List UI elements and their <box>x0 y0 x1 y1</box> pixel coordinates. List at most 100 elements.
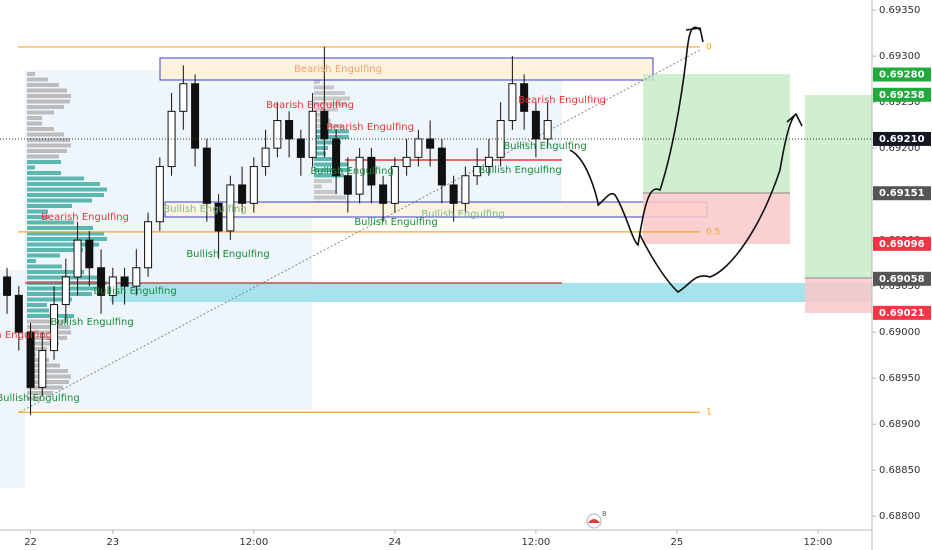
candle-body <box>155 166 164 223</box>
profile-bar <box>27 231 104 236</box>
candle-body <box>38 350 47 388</box>
profile-bar <box>314 195 346 200</box>
profile-bar <box>314 168 350 172</box>
trend-line <box>19 49 701 413</box>
profile-bar <box>27 396 41 401</box>
axes: 0.693500.693000.692500.692000.691500.691… <box>24 5 931 548</box>
pattern-label: Bullish Engulfing <box>354 217 437 228</box>
candle-body <box>308 110 317 158</box>
profile-bar <box>27 215 49 219</box>
profile-bar <box>27 292 92 296</box>
profile-bar <box>314 140 341 145</box>
profile-bar <box>27 138 70 142</box>
price-tag <box>873 67 931 82</box>
fib-label: 0.5 <box>706 227 720 237</box>
candle-body <box>26 331 35 388</box>
profile-bar <box>314 80 320 84</box>
profile-bar <box>27 110 54 115</box>
candle-body <box>543 120 552 140</box>
candle-body <box>226 184 235 232</box>
candle-body <box>132 267 141 287</box>
profile-bar <box>314 102 347 106</box>
profile-bar <box>27 209 48 214</box>
position-target <box>643 74 790 193</box>
profile-bar <box>27 182 100 186</box>
pattern-label: Bullish Engulfing <box>50 317 133 328</box>
fib-label: 1 <box>706 408 712 418</box>
profile-bar <box>314 157 340 161</box>
profile-bar <box>27 248 83 252</box>
profile-bar <box>27 72 35 76</box>
profile-bar <box>314 173 344 178</box>
candle-body <box>402 156 411 168</box>
profile-bar <box>27 259 36 263</box>
candle-body <box>261 147 270 168</box>
profile-bar <box>314 107 338 112</box>
price-tag-label: 0.69021 <box>879 308 925 319</box>
candle-body <box>484 156 493 168</box>
price-tag-label: 0.69151 <box>879 188 925 199</box>
drawing <box>639 112 803 293</box>
candle-body <box>73 239 82 278</box>
y-tick-label: 0.68950 <box>879 373 920 384</box>
candle-body <box>179 83 188 112</box>
profile-bar <box>27 176 84 181</box>
candle-body <box>355 156 364 195</box>
candle-body <box>285 120 294 140</box>
profile-bar <box>314 113 324 117</box>
profile-bar <box>314 151 326 156</box>
drawing <box>569 26 704 247</box>
pattern-label: Bullish Engulfing <box>163 204 246 215</box>
price-tag <box>873 186 931 201</box>
candle-body <box>414 138 423 158</box>
profile-bar <box>27 270 84 274</box>
pattern-label: Bullish Engulfing <box>186 249 269 260</box>
candle-body <box>120 276 129 287</box>
price-tag-label: 0.69258 <box>879 90 925 101</box>
profile-bar <box>27 154 59 159</box>
annotations: Bearish Engulfing Bearish Engulfing Bearis… <box>0 64 606 404</box>
pattern-label: Bullish Engulfing <box>478 165 561 176</box>
candle-body <box>61 276 70 306</box>
candle-body <box>437 147 446 186</box>
profile-bar <box>314 146 328 150</box>
price-tag-label: 0.69280 <box>879 70 925 81</box>
profile-bar <box>27 127 54 131</box>
profile-bar <box>27 264 62 269</box>
candle-body <box>379 184 388 204</box>
y-tick-label: 0.69250 <box>879 97 920 108</box>
profile-bar <box>27 319 64 324</box>
logo: 8 <box>586 510 606 529</box>
x-tick-label: 24 <box>389 537 402 548</box>
profile-bar <box>27 369 68 373</box>
profile-bar <box>27 132 64 137</box>
price-tag <box>873 236 931 251</box>
profile-bar <box>27 171 61 175</box>
profile-bar <box>27 325 70 329</box>
profile-bar <box>314 124 343 128</box>
x-tick-label: 12:00 <box>804 537 833 548</box>
pattern-label: Bullish Engulfing <box>503 141 586 152</box>
pattern-label: Bullish Engulfing <box>93 286 176 297</box>
price-tag-label: 0.69210 <box>879 134 925 145</box>
candle-body <box>473 166 482 177</box>
candle-body <box>426 138 435 149</box>
profile-bar <box>27 226 93 230</box>
fib-label: 0 <box>706 42 712 52</box>
profile-bar <box>27 149 67 153</box>
logo-badge: 8 <box>602 510 606 518</box>
pattern-label: Bearish Engulfing <box>326 122 414 133</box>
profile-bar <box>314 184 322 189</box>
profile-bar <box>314 162 348 167</box>
y-tick-label: 0.69050 <box>879 281 920 292</box>
bearish-zone <box>159 57 654 81</box>
position-stop <box>643 193 790 244</box>
profile-bar <box>27 374 71 379</box>
pattern-label: Bullish Engulfing <box>0 393 80 404</box>
candle-body <box>202 147 211 204</box>
candle-body <box>191 83 200 149</box>
pattern-label: Bearish Engulfing <box>0 330 52 341</box>
fib-retracement: 00.51 <box>18 42 720 418</box>
profile-bar <box>27 336 67 340</box>
profile-bar <box>27 330 71 335</box>
